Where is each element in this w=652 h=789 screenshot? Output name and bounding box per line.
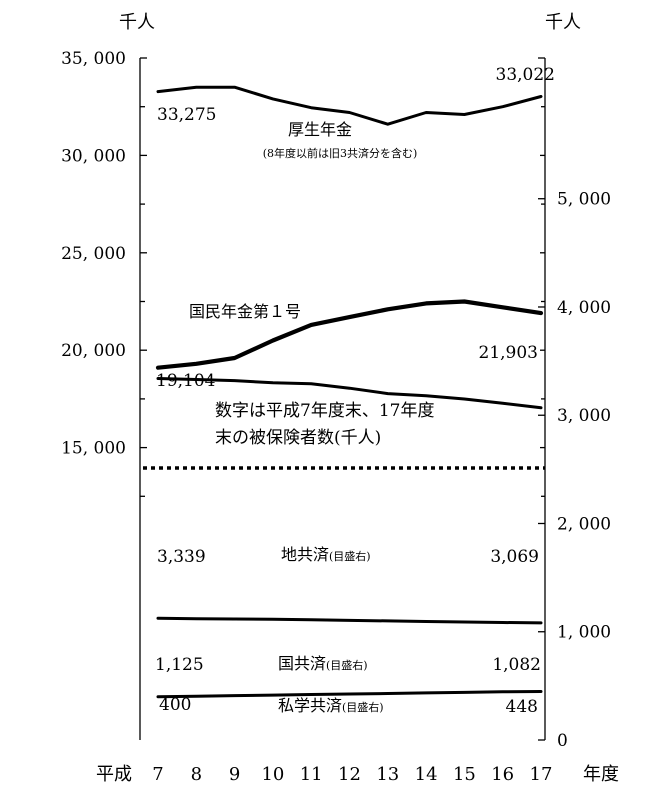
series-line-1 [156,85,543,126]
series-line-3 [156,377,543,410]
kosei-series-name: 厚生年金 [288,120,352,139]
shigaku-end-label: 448 [506,697,538,717]
x-tick-label: 9 [229,764,240,785]
x-tick-label: 10 [261,764,284,785]
chikyosai-series-name: 地共済(目盛右) [281,545,371,564]
x-tick-label: 14 [415,764,438,785]
right-unit-label: 千人 [545,12,581,33]
x-tick-label: 12 [338,764,361,785]
kokukyosai-start-label: 1,125 [155,655,204,675]
kokukyosai-end-label: 1,082 [492,655,541,675]
series-line-4 [156,616,543,625]
x-tick-label: 17 [530,764,553,785]
chikyosai-name: 地共済 [281,545,329,564]
chikyosai-end-label: 3,069 [490,547,539,567]
kokukyosai-name: 国共済 [278,654,326,673]
x-tick-label: 16 [491,764,514,785]
x-tick-label: 8 [191,764,202,785]
kosei-end-label: 33,022 [496,65,555,85]
left-tick-label: 35, 000 [61,49,126,69]
right-tick-label: 5, 000 [557,190,611,210]
note-line-1: 数字は平成7年度末、17年度 [215,401,434,421]
series-lines [155,85,544,699]
x-tick-label: 7 [152,764,163,785]
x-tick-label: 11 [300,764,323,785]
right-tick-label: 2, 000 [557,514,611,534]
kosei-series-subname: (8年度以前は旧3共済分を含む) [263,146,418,160]
right-tick-label: 0 [557,731,568,751]
kokumin-series-name: 国民年金第１号 [189,302,301,321]
kokukyosai-series-name: 国共済(目盛右) [278,654,368,673]
shigaku-qualifier: (目盛右) [342,700,384,714]
x-axis-prefix: 平成 [96,764,132,785]
right-tick-label: 4, 000 [557,298,611,318]
left-tick-label: 20, 000 [61,341,126,361]
x-tick-label: 13 [376,764,399,785]
right-tick-label: 3, 000 [557,406,611,426]
left-tick-label: 30, 000 [61,146,126,166]
x-axis-ticks: 7 8 9 10 11 12 13 14 15 16 17 [152,764,552,785]
left-axis-ticks: 15, 000 20, 000 25, 000 30, 000 35, 000 [61,49,147,497]
kokumin-start-label: 19,104 [156,371,215,391]
kokukyosai-qualifier: (目盛右) [326,658,368,672]
series-line-2 [155,299,544,370]
left-tick-label: 15, 000 [61,439,126,459]
kokumin-end-label: 21,903 [479,343,538,363]
right-axis-ticks: 0 1, 000 2, 000 3, 000 4, 000 5, 000 [538,106,611,751]
chikyosai-qualifier: (目盛右) [329,549,371,563]
note-line-2: 末の被保険者数(千人) [215,428,381,448]
shigaku-name: 私学共済 [278,696,342,715]
shigaku-start-label: 400 [159,695,191,715]
shigaku-series-name: 私学共済(目盛右) [278,696,384,715]
series-line-5 [156,690,543,699]
chikyosai-start-label: 3,339 [157,547,206,567]
x-tick-label: 15 [453,764,476,785]
left-tick-label: 25, 000 [61,244,126,264]
left-unit-label: 千人 [119,12,155,33]
x-axis-suffix: 年度 [583,764,619,785]
kosei-start-label: 33,275 [157,105,216,125]
right-tick-label: 1, 000 [557,623,611,643]
